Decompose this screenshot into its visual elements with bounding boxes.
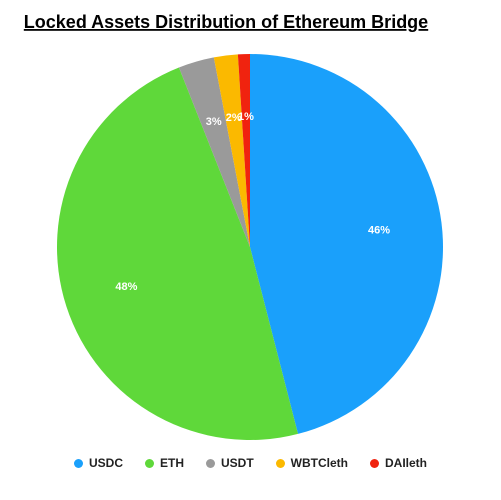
legend-label: ETH xyxy=(160,456,184,470)
legend-label: DAIleth xyxy=(385,456,427,470)
legend-item: ETH xyxy=(145,456,184,470)
legend-marker xyxy=(206,458,215,468)
pie-slice xyxy=(250,54,443,434)
legend-label: WBTCleth xyxy=(290,456,348,470)
chart: Locked Assets Distribution of Ethereum B… xyxy=(24,12,443,441)
pie-slice xyxy=(237,54,250,247)
chart-title: Locked Assets Distribution of Ethereum B… xyxy=(24,12,428,32)
legend-label: USDC xyxy=(88,456,123,470)
pie-slice xyxy=(56,67,298,441)
legend-label: USDT xyxy=(221,456,254,470)
value-label: 1% xyxy=(238,111,254,123)
legend-item: DAIleth xyxy=(370,456,427,470)
legend-item: USDC xyxy=(73,456,123,470)
legend-marker xyxy=(370,458,379,468)
legend-item: USDT xyxy=(206,456,254,470)
legend: USDC ETH USDT WBTCleth DAIleth xyxy=(0,456,501,470)
pie-slice xyxy=(213,54,250,247)
value-label: 3% xyxy=(206,116,222,128)
value-label: 46% xyxy=(368,225,390,237)
legend-item: WBTCleth xyxy=(275,456,348,470)
legend-marker xyxy=(275,458,285,468)
value-label: 2% xyxy=(226,112,242,124)
legend-marker xyxy=(145,458,154,468)
value-label: 48% xyxy=(115,281,137,293)
legend-marker xyxy=(73,458,83,468)
pie-slice xyxy=(178,57,250,247)
